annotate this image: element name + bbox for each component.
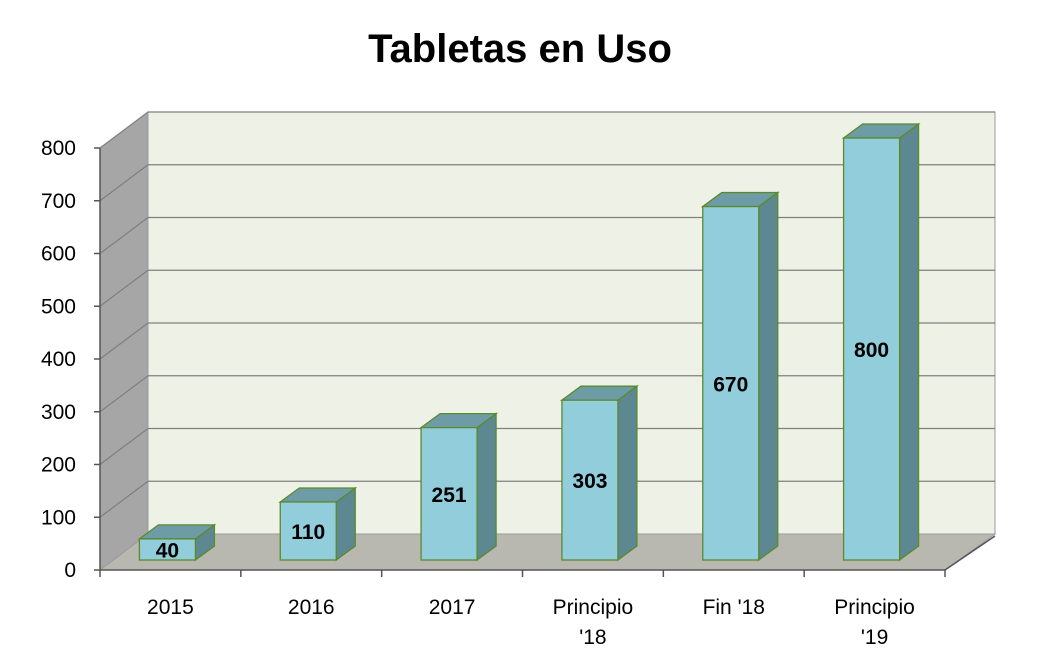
floor-edge [944, 535, 996, 571]
gridline-side [99, 269, 149, 307]
bar: 800 [841, 122, 921, 562]
gridline-side [99, 322, 149, 360]
bar-side [898, 122, 920, 562]
chart-title: Tabletas en Uso [368, 27, 672, 71]
bar: 251 [419, 412, 499, 562]
gridline-side [99, 428, 149, 465]
data-label: 251 [432, 484, 467, 507]
y-tick-label: 500 [41, 295, 76, 318]
data-label: 800 [854, 339, 889, 362]
bar-front [138, 538, 197, 561]
gridline-side [99, 217, 149, 254]
x-tick-label: 2016 [288, 596, 335, 619]
bar-side [758, 191, 779, 562]
data-label: 40 [156, 539, 179, 562]
y-tick-label: 400 [41, 348, 76, 371]
bar: 670 [700, 191, 780, 562]
y-axis-ticks: 0 100 200 300 400 500 600 700 800 [41, 137, 100, 582]
data-label: 670 [713, 373, 748, 396]
bar-front [842, 137, 901, 561]
data-label: 303 [572, 470, 607, 493]
bar-side [617, 384, 638, 562]
x-tick-label: Fin '18 [703, 596, 765, 619]
gridline-side [99, 164, 149, 202]
y-tick-label: 800 [41, 137, 76, 160]
gridline-side [99, 111, 149, 149]
x-tick-label: Principio '18 [553, 596, 634, 649]
y-tick-label: 700 [41, 190, 76, 213]
bars: 40 110 251 303 670 800 [137, 122, 921, 562]
bar-front [561, 399, 619, 561]
bar-front [702, 205, 760, 561]
bar: 303 [559, 384, 639, 562]
bar: 40 [137, 523, 217, 562]
y-tick-label: 0 [64, 559, 76, 582]
bar-side [476, 412, 497, 562]
y-tick-label: 600 [41, 243, 76, 266]
y-tick-label: 200 [41, 454, 76, 477]
x-tick-label: 2017 [429, 596, 476, 619]
gridline-side [99, 480, 149, 518]
bar-front [279, 501, 337, 561]
bar: 110 [278, 486, 358, 562]
y-tick-label: 100 [41, 506, 76, 529]
x-axis-labels: 2015 2016 2017 Principio '18 Fin '18 Principio… [147, 596, 915, 649]
data-label: 110 [291, 521, 325, 544]
bar-front [420, 426, 478, 561]
x-tick-label: Principio '19 [834, 596, 915, 649]
gridline-side [99, 375, 149, 413]
y-tick-label: 300 [41, 401, 76, 424]
x-tick-label: 2015 [147, 596, 194, 619]
